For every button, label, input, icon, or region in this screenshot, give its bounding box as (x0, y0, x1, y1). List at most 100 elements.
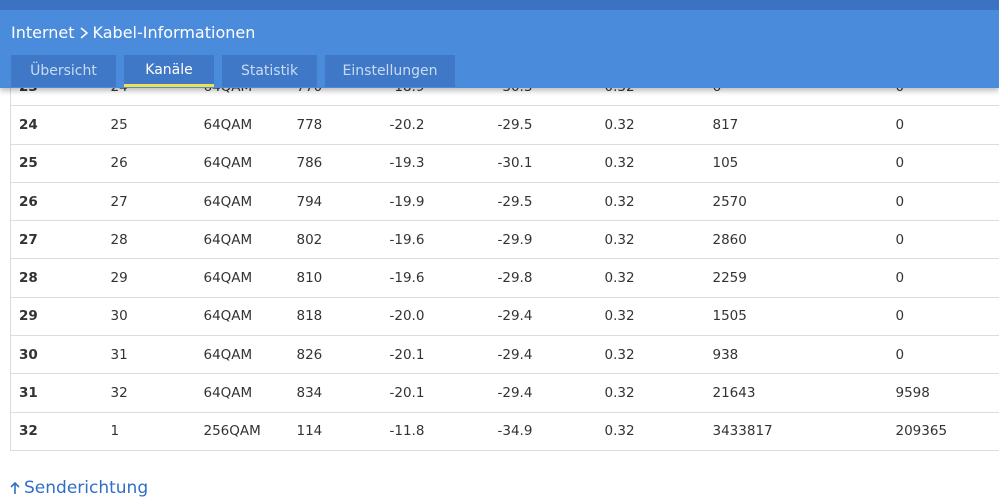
table-cell: 0 (888, 182, 999, 220)
table-cell: -29.4 (490, 297, 597, 335)
table-cell: 810 (289, 259, 382, 297)
table-cell: 2860 (705, 221, 888, 259)
table-cell: 0 (888, 144, 999, 182)
table-cell: 32 (103, 374, 196, 412)
table-cell: 9598 (888, 374, 999, 412)
breadcrumb-item: Kabel-Informationen (93, 23, 256, 42)
table-cell: 64QAM (196, 144, 289, 182)
table-cell: 0 (888, 221, 999, 259)
table-cell: -19.6 (382, 259, 490, 297)
table-cell: -29.4 (490, 336, 597, 374)
section-link[interactable]: Senderichtung (10, 478, 148, 498)
table-cell: 0.32 (597, 144, 705, 182)
table-cell: 24 (11, 106, 103, 144)
table-cell: 818 (289, 297, 382, 335)
table-cell: 64QAM (196, 182, 289, 220)
table-cell: -29.9 (490, 221, 597, 259)
table-cell: 25 (103, 106, 196, 144)
table-cell: 0 (888, 259, 999, 297)
table-cell: 28 (103, 221, 196, 259)
table-cell: 27 (11, 221, 103, 259)
table-cell: 28 (11, 259, 103, 297)
table-cell: 21643 (705, 374, 888, 412)
table-cell: -30.1 (490, 144, 597, 182)
table-cell: 25 (11, 144, 103, 182)
table-cell: 29 (11, 297, 103, 335)
table-cell: 0 (888, 106, 999, 144)
table-cell: 64QAM (196, 106, 289, 144)
table-cell: 256QAM (196, 412, 289, 450)
table-cell: -20.1 (382, 336, 490, 374)
table-cell: 0.32 (597, 221, 705, 259)
table-cell: 105 (705, 144, 888, 182)
table-cell: 3433817 (705, 412, 888, 450)
table-cell: 794 (289, 182, 382, 220)
table-cell: 0.32 (597, 374, 705, 412)
breadcrumb: Internet Kabel-Informationen (11, 23, 255, 42)
table-cell: 64QAM (196, 259, 289, 297)
table-cell: 0.32 (597, 259, 705, 297)
table-cell: -34.9 (490, 412, 597, 450)
table-cell: -20.2 (382, 106, 490, 144)
table-cell: 1505 (705, 297, 888, 335)
table-cell: -29.5 (490, 106, 597, 144)
table-cell: -19.6 (382, 221, 490, 259)
table-cell: 31 (103, 336, 196, 374)
table-cell: -20.0 (382, 297, 490, 335)
section-link-text[interactable]: Senderichtung (24, 478, 148, 498)
table-cell: 0.32 (597, 412, 705, 450)
table-cell: 1 (103, 412, 196, 450)
table-cell: 786 (289, 144, 382, 182)
table-cell: 938 (705, 336, 888, 374)
table-cell: 26 (103, 144, 196, 182)
table-cell: 64QAM (196, 297, 289, 335)
table-cell: 2570 (705, 182, 888, 220)
tab[interactable]: Statistik (222, 55, 317, 87)
table-cell: 30 (103, 297, 196, 335)
table-cell: 26 (11, 182, 103, 220)
breadcrumb-item[interactable]: Internet (11, 23, 75, 42)
table-cell: 0.32 (597, 182, 705, 220)
table-cell: -19.3 (382, 144, 490, 182)
table-cell: -11.8 (382, 412, 490, 450)
table-cell: 64QAM (196, 374, 289, 412)
table-cell: 114 (289, 412, 382, 450)
table-cell: 2259 (705, 259, 888, 297)
table-cell: 29 (103, 259, 196, 297)
table-cell: 0.32 (597, 336, 705, 374)
table-cell: -20.1 (382, 374, 490, 412)
table-cell: 64QAM (196, 336, 289, 374)
table-cell: 826 (289, 336, 382, 374)
channel-table: 232464QAM770-18.9-30.30.3260242564QAM778… (10, 68, 999, 451)
tab[interactable]: Einstellungen (325, 55, 455, 87)
table-cell: 0.32 (597, 297, 705, 335)
table-cell: 30 (11, 336, 103, 374)
table-cell: -29.4 (490, 374, 597, 412)
table-cell: -29.5 (490, 182, 597, 220)
table-cell: 0 (888, 336, 999, 374)
table-cell: 834 (289, 374, 382, 412)
tab[interactable]: Kanäle (124, 55, 214, 87)
table-cell: -29.8 (490, 259, 597, 297)
table-cell: 32 (11, 412, 103, 450)
table-cell: 209365 (888, 412, 999, 450)
arrow-up-icon (10, 481, 20, 495)
chevron-icon (79, 26, 89, 40)
tab[interactable]: Übersicht (11, 55, 116, 87)
table-cell: 778 (289, 106, 382, 144)
table-cell: 0.32 (597, 106, 705, 144)
table-cell: -19.9 (382, 182, 490, 220)
table-cell: 817 (705, 106, 888, 144)
table-cell: 64QAM (196, 221, 289, 259)
table-cell: 27 (103, 182, 196, 220)
table-cell: 0 (888, 297, 999, 335)
